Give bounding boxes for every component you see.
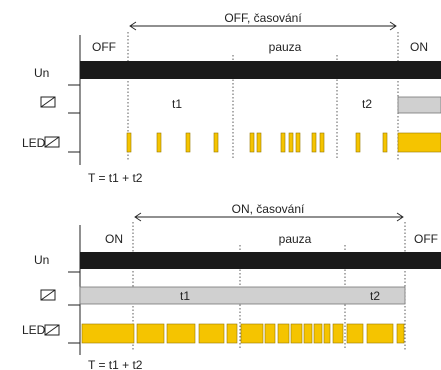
led-pulse <box>346 323 364 344</box>
phase-left-label: OFF <box>92 40 116 54</box>
diagram-title: OFF, časování <box>224 11 302 25</box>
led-pulse <box>226 323 238 344</box>
led-pulse <box>136 323 165 344</box>
led-pulse <box>256 132 262 153</box>
diagram-on-timing: ON, časování ON pauza OFF Un t1 t2 LED T… <box>22 202 441 370</box>
interval-t2-label: t2 <box>370 289 380 303</box>
diagram-title: ON, časování <box>232 202 305 216</box>
led-pulses <box>126 132 388 153</box>
led-pulse <box>382 132 388 153</box>
interval-t2-label: t2 <box>362 97 372 111</box>
led-pulse <box>311 132 317 153</box>
supply-voltage-bar <box>80 252 441 269</box>
row-label-led: LED <box>22 323 46 337</box>
interval-t1-label: t1 <box>180 289 190 303</box>
phase-mid-label: pauza <box>279 232 312 246</box>
led-on-bar <box>397 132 441 153</box>
led-pulse <box>81 323 135 344</box>
led-pulse <box>280 132 286 153</box>
supply-voltage-bar <box>80 61 441 79</box>
row-label-led: LED <box>22 136 46 150</box>
led-pulse <box>355 132 361 153</box>
led-pulse <box>290 323 303 344</box>
relay-on-bar <box>397 96 441 114</box>
led-pulse <box>295 132 301 153</box>
relay-on-bar <box>79 286 406 305</box>
relay-contact-icon <box>44 136 60 148</box>
led-pulse <box>126 132 132 153</box>
led-pulse <box>277 323 290 344</box>
relay-contact-icon <box>40 96 56 108</box>
formula: T = t1 + t2 <box>88 358 143 370</box>
led-pulse <box>288 132 294 153</box>
phase-left-label: ON <box>105 232 123 246</box>
interval-t1-label: t1 <box>172 97 182 111</box>
led-pulse <box>264 323 276 344</box>
led-pulse <box>156 132 162 153</box>
phase-right-label: ON <box>410 40 428 54</box>
diagram-off-timing: OFF, časování OFF pauza ON Un t1 t2 LED … <box>22 11 441 185</box>
led-pulse <box>303 323 313 344</box>
phase-right-label: OFF <box>414 232 438 246</box>
led-pulse <box>249 132 255 153</box>
led-pulse <box>319 132 325 153</box>
led-pulses <box>81 323 405 344</box>
led-pulse <box>396 323 405 344</box>
row-label-un: Un <box>34 253 49 267</box>
row-label-un: Un <box>34 66 49 80</box>
led-pulse <box>366 323 394 344</box>
led-pulse <box>198 323 225 344</box>
formula: T = t1 + t2 <box>88 171 143 185</box>
relay-contact-icon <box>44 324 60 336</box>
led-pulse <box>166 323 196 344</box>
led-pulse <box>185 132 191 153</box>
led-pulse <box>313 323 323 344</box>
led-pulse <box>240 323 264 344</box>
relay-contact-icon <box>40 289 56 301</box>
led-pulse <box>323 323 331 344</box>
phase-mid-label: pauza <box>269 40 302 54</box>
led-pulse <box>332 323 344 344</box>
led-pulse <box>213 132 219 153</box>
